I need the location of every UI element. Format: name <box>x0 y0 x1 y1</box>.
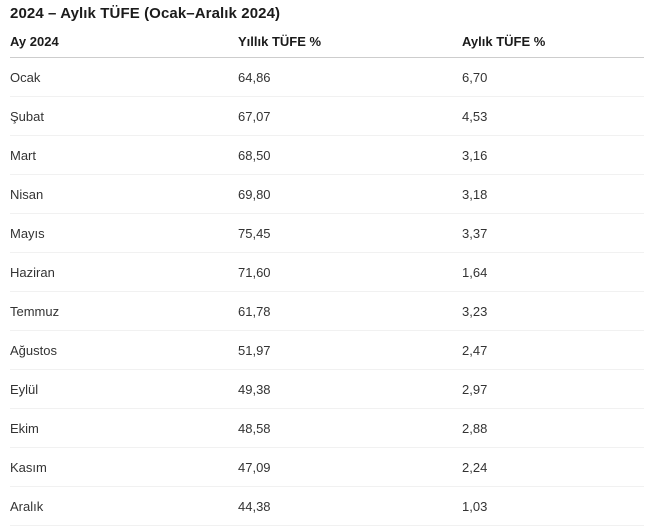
cell-monthly-tufe: 4,53 <box>462 96 644 136</box>
table-row: Kasım 47,09 2,24 <box>10 447 644 487</box>
cell-monthly-tufe: 2,47 <box>462 330 644 370</box>
cell-monthly-tufe: 3,37 <box>462 213 644 253</box>
cell-annual-tufe: 48,58 <box>238 408 462 448</box>
cell-annual-tufe: 75,45 <box>238 213 462 253</box>
cell-monthly-tufe: 3,16 <box>462 135 644 175</box>
table-row: Eylül 49,38 2,97 <box>10 369 644 409</box>
table-row: Aralık 44,38 1,03 <box>10 486 644 526</box>
table-row: Mayıs 75,45 3,37 <box>10 213 644 253</box>
col-header-month: Ay 2024 <box>10 23 238 58</box>
table-row: Nisan 69,80 3,18 <box>10 174 644 214</box>
cell-month: Kasım <box>10 447 238 487</box>
cell-annual-tufe: 64,86 <box>238 57 462 97</box>
cell-month: Eylül <box>10 369 238 409</box>
cell-annual-tufe: 67,07 <box>238 96 462 136</box>
cell-month: Aralık <box>10 486 238 526</box>
cell-monthly-tufe: 2,88 <box>462 408 644 448</box>
page-title: 2024 – Aylık TÜFE (Ocak–Aralık 2024) <box>10 5 281 22</box>
cell-annual-tufe: 47,09 <box>238 447 462 487</box>
table-row: Ekim 48,58 2,88 <box>10 408 644 448</box>
cell-month: Ekim <box>10 408 238 448</box>
cell-annual-tufe: 51,97 <box>238 330 462 370</box>
cell-monthly-tufe: 6,70 <box>462 57 644 97</box>
cell-annual-tufe: 69,80 <box>238 174 462 214</box>
table-row: Ocak 64,86 6,70 <box>10 57 644 97</box>
cell-month: Ağustos <box>10 330 238 370</box>
table-row: Ağustos 51,97 2,47 <box>10 330 644 370</box>
cell-monthly-tufe: 3,18 <box>462 174 644 214</box>
cell-month: Nisan <box>10 174 238 214</box>
tufe-table: Ay 2024 Yıllık TÜFE % Aylık TÜFE % Ocak 6… <box>10 23 644 526</box>
cell-month: Mart <box>10 135 238 175</box>
cell-month: Ocak <box>10 57 238 97</box>
cell-annual-tufe: 49,38 <box>238 369 462 409</box>
col-header-annual-tufe: Yıllık TÜFE % <box>238 23 462 58</box>
cell-month: Temmuz <box>10 291 238 331</box>
cell-monthly-tufe: 1,64 <box>462 252 644 292</box>
col-header-monthly-tufe: Aylık TÜFE % <box>462 23 644 58</box>
table-row: Şubat 67,07 4,53 <box>10 96 644 136</box>
table-body: Ocak 64,86 6,70 Şubat 67,07 4,53 Mart 68,50 3,16… <box>10 57 644 526</box>
cell-monthly-tufe: 3,23 <box>462 291 644 331</box>
table-header-row: Ay 2024 Yıllık TÜFE % Aylık TÜFE % <box>10 23 644 58</box>
cell-annual-tufe: 68,50 <box>238 135 462 175</box>
cell-annual-tufe: 61,78 <box>238 291 462 331</box>
cell-monthly-tufe: 2,97 <box>462 369 644 409</box>
table-row: Haziran 71,60 1,64 <box>10 252 644 292</box>
cell-annual-tufe: 71,60 <box>238 252 462 292</box>
cell-monthly-tufe: 1,03 <box>462 486 644 526</box>
table-row: Mart 68,50 3,16 <box>10 135 644 175</box>
cell-month: Haziran <box>10 252 238 292</box>
cell-monthly-tufe: 2,24 <box>462 447 644 487</box>
cell-annual-tufe: 44,38 <box>238 486 462 526</box>
table-row: Temmuz 61,78 3,23 <box>10 291 644 331</box>
cell-month: Mayıs <box>10 213 238 253</box>
table-head: Ay 2024 Yıllık TÜFE % Aylık TÜFE % <box>10 23 644 58</box>
cell-month: Şubat <box>10 96 238 136</box>
